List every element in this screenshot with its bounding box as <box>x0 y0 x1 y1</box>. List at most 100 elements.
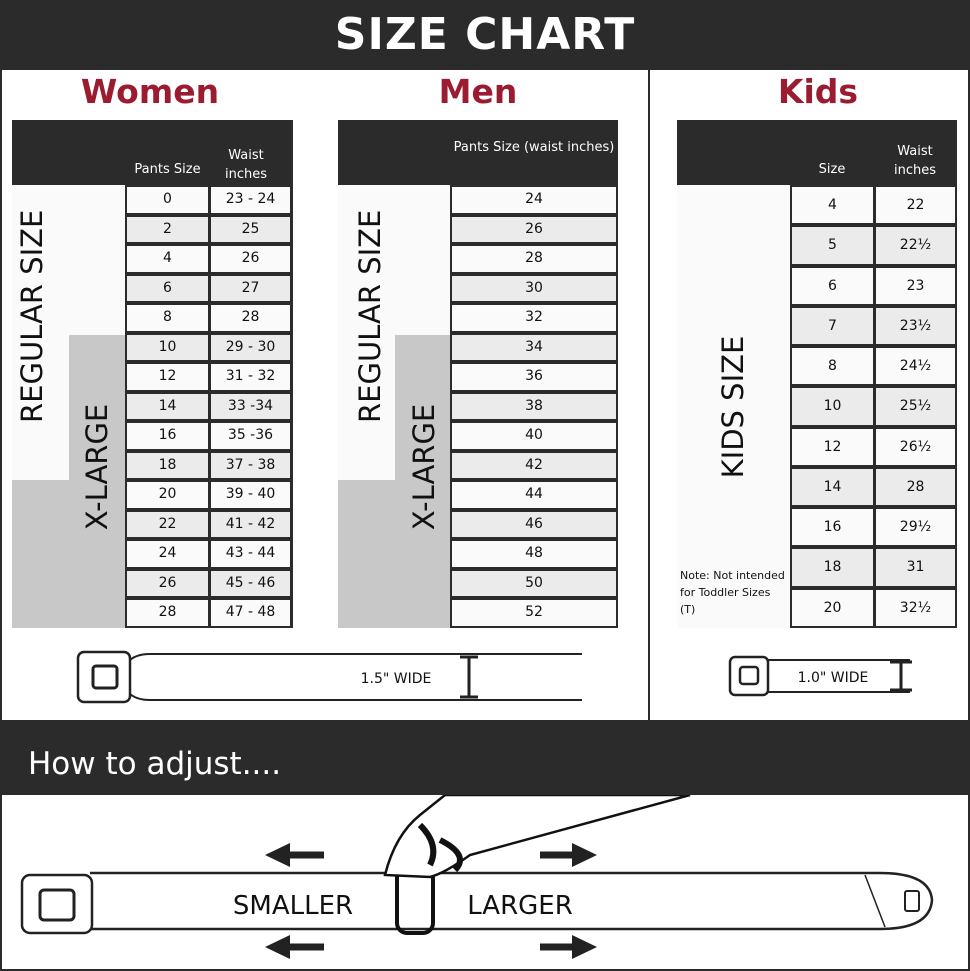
kids-size-cell: 12 <box>792 428 873 465</box>
women-header-waist: Waist inches <box>224 148 267 182</box>
men-pants-size-cell: 40 <box>452 423 616 449</box>
women-pants-size-cell: 0 <box>127 187 208 213</box>
kids-size-table: Size Waist inches KIDS SIZE Note: Not in… <box>677 120 957 628</box>
kids-header-waist: Waist inches <box>893 144 936 178</box>
arrow-right-icon <box>540 843 597 867</box>
kids-waist-cell: 29½ <box>876 509 955 546</box>
kids-note: Note: Not intended for Toddler Sizes (T) <box>680 569 785 616</box>
arrow-left-icon <box>265 935 324 959</box>
larger-label: LARGER <box>467 891 573 921</box>
women-pants-size-cell: 20 <box>127 482 208 508</box>
women-pants-size-cell: 22 <box>127 511 208 538</box>
women-waist-cell: 45 - 46 <box>211 570 290 597</box>
men-pants-size-cell: 46 <box>452 511 616 538</box>
women-waist-cell: 35 -36 <box>211 423 290 449</box>
smaller-label: SMALLER <box>233 891 353 921</box>
men-header-pants: Pants Size (waist inches) <box>453 140 615 155</box>
kids-waist-cell: 23 <box>876 267 955 304</box>
women-waist-cell: 26 <box>211 246 290 272</box>
men-pants-size-cell: 28 <box>452 246 616 272</box>
men-size-table: Pants Size (waist inches) REGULAR SIZE X… <box>338 120 618 628</box>
women-header-pants: Pants Size <box>134 162 201 177</box>
men-regular-label: REGULAR SIZE <box>353 209 387 423</box>
adult-belt-illustration: 1.5" WIDE <box>76 650 582 704</box>
kids-waist-cell: 28 <box>876 468 955 506</box>
adult-belt-width: 1.5" WIDE <box>361 671 432 687</box>
women-pants-size-cell: 12 <box>127 364 208 390</box>
adjust-belt-illustration: SMALLER LARGER <box>20 795 934 959</box>
kids-size-cell: 4 <box>792 187 873 224</box>
kids-size-label: KIDS SIZE <box>716 335 750 479</box>
men-pants-size-cell: 24 <box>452 187 616 213</box>
kids-belt-width: 1.0" WIDE <box>798 670 869 686</box>
women-pants-size-cell: 8 <box>127 305 208 331</box>
page-title: SIZE CHART <box>0 0 970 70</box>
women-waist-cell: 33 -34 <box>211 393 290 420</box>
kids-waist-cell: 23½ <box>876 307 955 345</box>
kids-waist-cell: 22 <box>876 187 955 224</box>
women-title: Women <box>80 72 220 111</box>
men-xlarge-label: X-LARGE <box>407 403 441 531</box>
buckle-icon <box>728 655 770 697</box>
men-pants-size-cell: 50 <box>452 570 616 597</box>
women-pants-size-cell: 16 <box>127 423 208 449</box>
men-pants-size-cell: 52 <box>452 600 616 626</box>
women-waist-cell: 43 - 44 <box>211 541 290 567</box>
women-regular-label: REGULAR SIZE <box>15 209 49 423</box>
women-xlarge-label: X-LARGE <box>80 403 114 531</box>
kids-size-cell: 6 <box>792 267 873 304</box>
women-waist-cell: 29 - 30 <box>211 334 290 361</box>
kids-waist-cell: 26½ <box>876 428 955 465</box>
women-waist-cell: 28 <box>211 305 290 331</box>
women-waist-cell: 41 - 42 <box>211 511 290 538</box>
kids-size-cell: 18 <box>792 549 873 586</box>
women-pants-size-cell: 24 <box>127 541 208 567</box>
men-pants-size-cell: 36 <box>452 364 616 390</box>
kids-header-size: Size <box>818 162 846 177</box>
women-pants-size-cell: 2 <box>127 216 208 243</box>
kids-waist-cell: 22½ <box>876 227 955 264</box>
kids-size-cell: 16 <box>792 509 873 546</box>
adjust-title: How to adjust.... <box>0 722 970 795</box>
men-pants-size-cell: 34 <box>452 334 616 361</box>
arrow-left-icon <box>265 843 324 867</box>
women-waist-cell: 39 - 40 <box>211 482 290 508</box>
women-pants-size-cell: 28 <box>127 600 208 626</box>
buckle-icon <box>20 873 94 935</box>
kids-waist-cell: 31 <box>876 549 955 586</box>
women-waist-cell: 27 <box>211 275 290 302</box>
women-pants-size-cell: 18 <box>127 452 208 479</box>
men-pants-size-cell: 38 <box>452 393 616 420</box>
women-pants-size-cell: 10 <box>127 334 208 361</box>
men-pants-size-cell: 32 <box>452 305 616 331</box>
buckle-icon <box>76 650 132 704</box>
men-pants-size-cell: 44 <box>452 482 616 508</box>
women-pants-size-cell: 26 <box>127 570 208 597</box>
women-waist-cell: 37 - 38 <box>211 452 290 479</box>
women-size-table: Pants Size Waist inches REGULAR SIZE X-L… <box>12 120 293 628</box>
kids-waist-cell: 25½ <box>876 388 955 425</box>
women-pants-size-cell: 4 <box>127 246 208 272</box>
arrow-right-icon <box>540 935 597 959</box>
kids-size-cell: 7 <box>792 307 873 345</box>
kids-title: Kids <box>777 72 859 111</box>
men-title: Men <box>438 72 518 111</box>
women-waist-cell: 25 <box>211 216 290 243</box>
men-pants-size-cell: 42 <box>452 452 616 479</box>
adjust-panel <box>0 795 970 971</box>
men-pants-size-cell: 26 <box>452 216 616 243</box>
women-waist-cell: 31 - 32 <box>211 364 290 390</box>
kids-waist-cell: 24½ <box>876 348 955 385</box>
kids-size-cell: 5 <box>792 227 873 264</box>
women-waist-cell: 23 - 24 <box>211 187 290 213</box>
men-pants-size-cell: 30 <box>452 275 616 302</box>
kids-belt-illustration: 1.0" WIDE <box>728 655 912 697</box>
women-pants-size-cell: 14 <box>127 393 208 420</box>
kids-waist-cell: 32½ <box>876 589 955 626</box>
men-pants-size-cell: 48 <box>452 541 616 567</box>
women-waist-cell: 47 - 48 <box>211 600 290 626</box>
women-pants-size-cell: 6 <box>127 275 208 302</box>
kids-size-cell: 14 <box>792 468 873 506</box>
kids-size-cell: 10 <box>792 388 873 425</box>
kids-size-cell: 20 <box>792 589 873 626</box>
